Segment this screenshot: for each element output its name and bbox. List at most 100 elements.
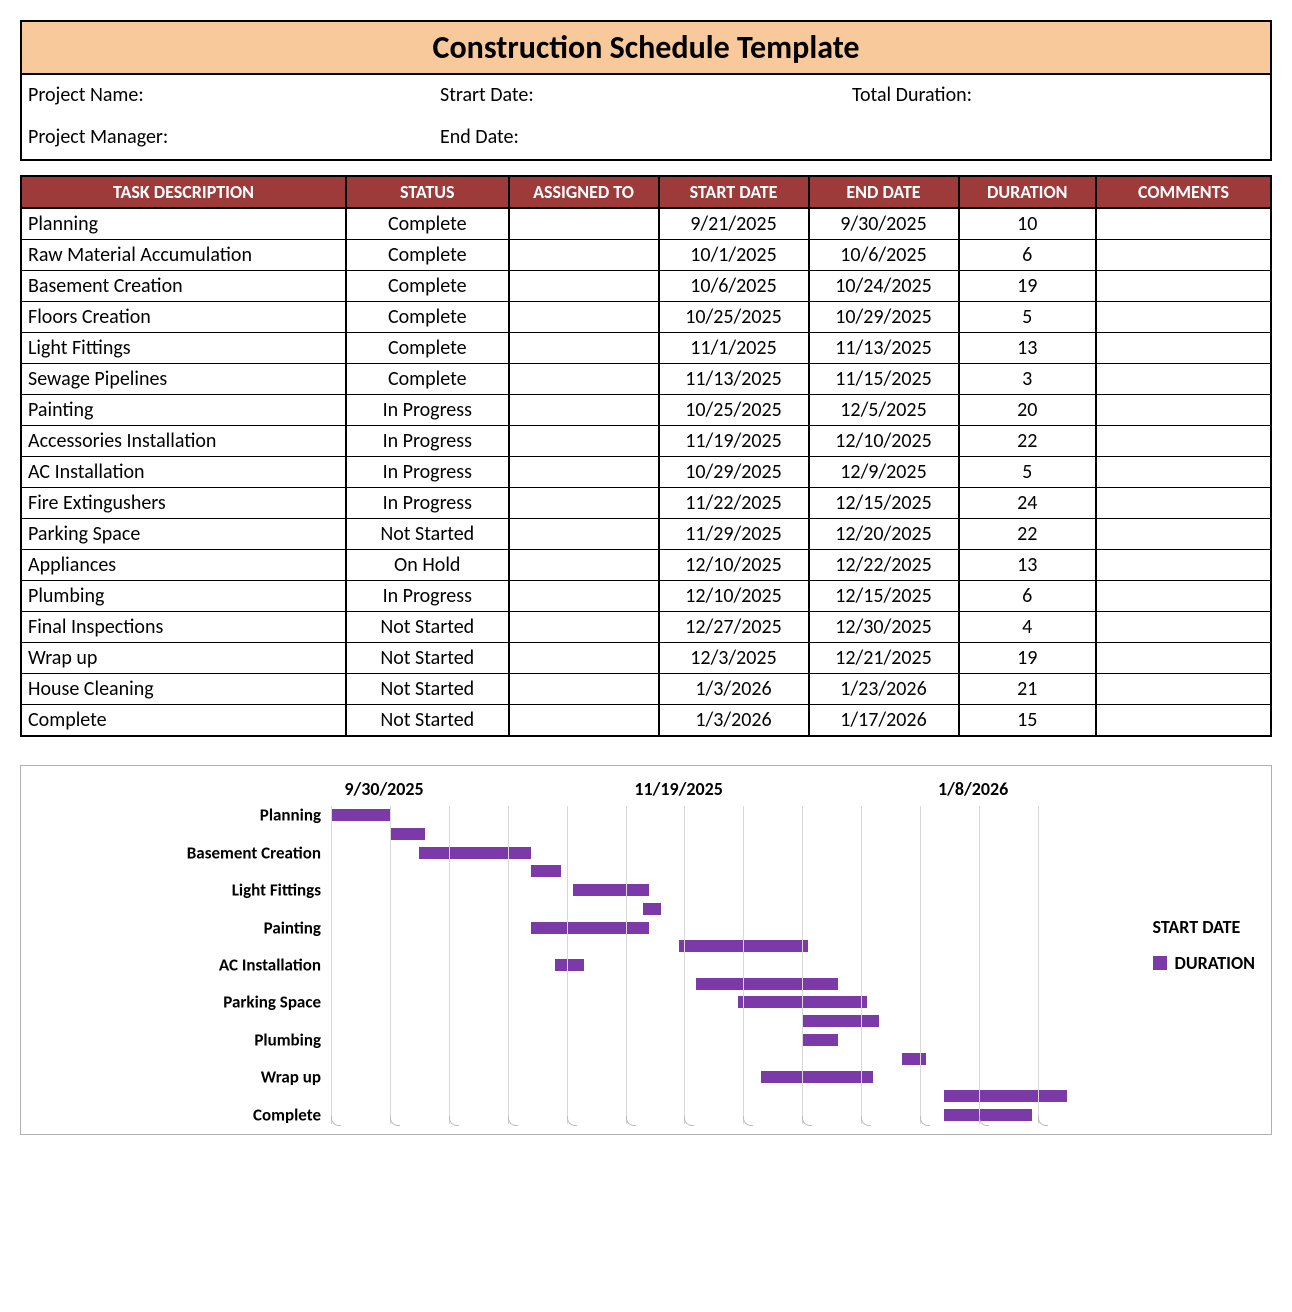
cell-status: Not Started (346, 519, 509, 550)
cell-assigned (509, 395, 659, 426)
gantt-bar (761, 1071, 873, 1083)
gantt-bar (944, 1090, 1068, 1102)
gantt-y-label: Complete (253, 1104, 321, 1125)
cell-status: Complete (346, 240, 509, 271)
cell-duration: 6 (959, 581, 1097, 612)
gantt-plot-area: 9/30/202511/19/20251/8/2026 (331, 778, 1261, 1124)
cell-status: In Progress (346, 581, 509, 612)
cell-duration: 19 (959, 271, 1097, 302)
cell-desc: Raw Material Accumulation (21, 240, 346, 271)
cell-desc: Wrap up (21, 643, 346, 674)
cell-start: 11/1/2025 (659, 333, 809, 364)
table-row: House CleaningNot Started1/3/20261/23/20… (21, 674, 1271, 705)
gantt-gridline (331, 806, 332, 1124)
cell-duration: 15 (959, 705, 1097, 737)
gantt-gridline (979, 806, 980, 1124)
table-row: PlumbingIn Progress12/10/202512/15/20256 (21, 581, 1271, 612)
cell-comments (1096, 395, 1271, 426)
cell-assigned (509, 457, 659, 488)
cell-start: 12/10/2025 (659, 581, 809, 612)
gantt-x-tick-label: 11/19/2025 (634, 778, 722, 800)
gantt-y-label: Painting (264, 917, 321, 938)
cell-end: 12/15/2025 (809, 581, 959, 612)
gantt-gridline (626, 806, 627, 1124)
table-row: Basement CreationComplete10/6/202510/24/… (21, 271, 1271, 302)
cell-comments (1096, 333, 1271, 364)
cell-duration: 22 (959, 426, 1097, 457)
cell-status: Not Started (346, 705, 509, 737)
gantt-bar (802, 1015, 879, 1027)
cell-comments (1096, 674, 1271, 705)
table-row: AppliancesOn Hold12/10/202512/22/202513 (21, 550, 1271, 581)
cell-assigned (509, 581, 659, 612)
cell-comments (1096, 302, 1271, 333)
gantt-y-label: Planning (260, 805, 321, 826)
cell-desc: Accessories Installation (21, 426, 346, 457)
gantt-bar (390, 828, 425, 840)
cell-assigned (509, 364, 659, 395)
gantt-bar (696, 978, 837, 990)
table-row: PlanningComplete9/21/20259/30/202510 (21, 208, 1271, 240)
cell-duration: 6 (959, 240, 1097, 271)
gantt-x-tick-label: 9/30/2025 (344, 778, 423, 800)
cell-desc: Complete (21, 705, 346, 737)
cell-end: 12/20/2025 (809, 519, 959, 550)
gantt-y-label: Plumbing (254, 1029, 321, 1050)
cell-assigned (509, 643, 659, 674)
gantt-bar (902, 1053, 926, 1065)
gantt-gridline (920, 806, 921, 1124)
table-row: Raw Material AccumulationComplete 10/1/20… (21, 240, 1271, 271)
cell-desc: Sewage Pipelines (21, 364, 346, 395)
cell-status: Complete (346, 208, 509, 240)
gantt-y-label: Wrap up (261, 1067, 321, 1088)
gantt-gridline (743, 806, 744, 1124)
cell-status: Complete (346, 364, 509, 395)
cell-assigned (509, 333, 659, 364)
cell-duration: 10 (959, 208, 1097, 240)
cell-status: Complete (346, 271, 509, 302)
cell-start: 10/25/2025 (659, 302, 809, 333)
cell-assigned (509, 271, 659, 302)
gantt-gridline (861, 806, 862, 1124)
cell-comments (1096, 271, 1271, 302)
cell-start: 10/1/2025 (659, 240, 809, 271)
cell-desc: Fire Extingushers (21, 488, 346, 519)
gantt-y-label: AC Installation (219, 955, 321, 976)
cell-comments (1096, 643, 1271, 674)
schedule-table: TASK DESCRIPTION STATUS ASSIGNED TO STAR… (20, 175, 1272, 737)
cell-comments (1096, 519, 1271, 550)
cell-start: 12/3/2025 (659, 643, 809, 674)
cell-end: 12/5/2025 (809, 395, 959, 426)
cell-end: 10/6/2025 (809, 240, 959, 271)
header-end: END DATE (809, 176, 959, 208)
legend-duration-label: DURATION (1175, 952, 1255, 974)
table-row: AC InstallationIn Progress10/29/202512/9… (21, 457, 1271, 488)
cell-assigned (509, 612, 659, 643)
cell-desc: AC Installation (21, 457, 346, 488)
cell-duration: 13 (959, 550, 1097, 581)
cell-start: 12/10/2025 (659, 550, 809, 581)
cell-start: 10/6/2025 (659, 271, 809, 302)
total-duration-label: Total Duration: (852, 83, 1264, 107)
cell-status: In Progress (346, 457, 509, 488)
table-row: Accessories InstallationIn Progress11/19… (21, 426, 1271, 457)
cell-status: Complete (346, 333, 509, 364)
cell-end: 12/15/2025 (809, 488, 959, 519)
cell-end: 11/15/2025 (809, 364, 959, 395)
header-desc: TASK DESCRIPTION (21, 176, 346, 208)
cell-comments (1096, 705, 1271, 737)
gantt-gridline (684, 806, 685, 1124)
cell-duration: 20 (959, 395, 1097, 426)
gantt-y-label: Basement Creation (187, 842, 321, 863)
cell-end: 11/13/2025 (809, 333, 959, 364)
gantt-y-label: Parking Space (223, 992, 321, 1013)
cell-end: 12/10/2025 (809, 426, 959, 457)
cell-status: In Progress (346, 395, 509, 426)
cell-comments (1096, 208, 1271, 240)
cell-duration: 4 (959, 612, 1097, 643)
cell-end: 10/29/2025 (809, 302, 959, 333)
cell-start: 11/29/2025 (659, 519, 809, 550)
header-duration: DURATION (959, 176, 1097, 208)
legend-start-date: START DATE (1153, 916, 1255, 938)
project-manager-label: Project Manager: (28, 125, 440, 149)
